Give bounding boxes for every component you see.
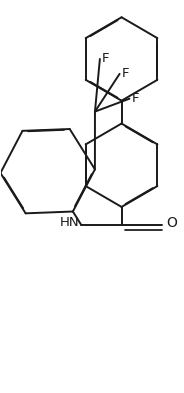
- Text: F: F: [131, 92, 139, 105]
- Text: F: F: [102, 53, 109, 66]
- Text: O: O: [166, 216, 177, 230]
- Text: F: F: [122, 67, 129, 81]
- Text: HN: HN: [60, 216, 79, 229]
